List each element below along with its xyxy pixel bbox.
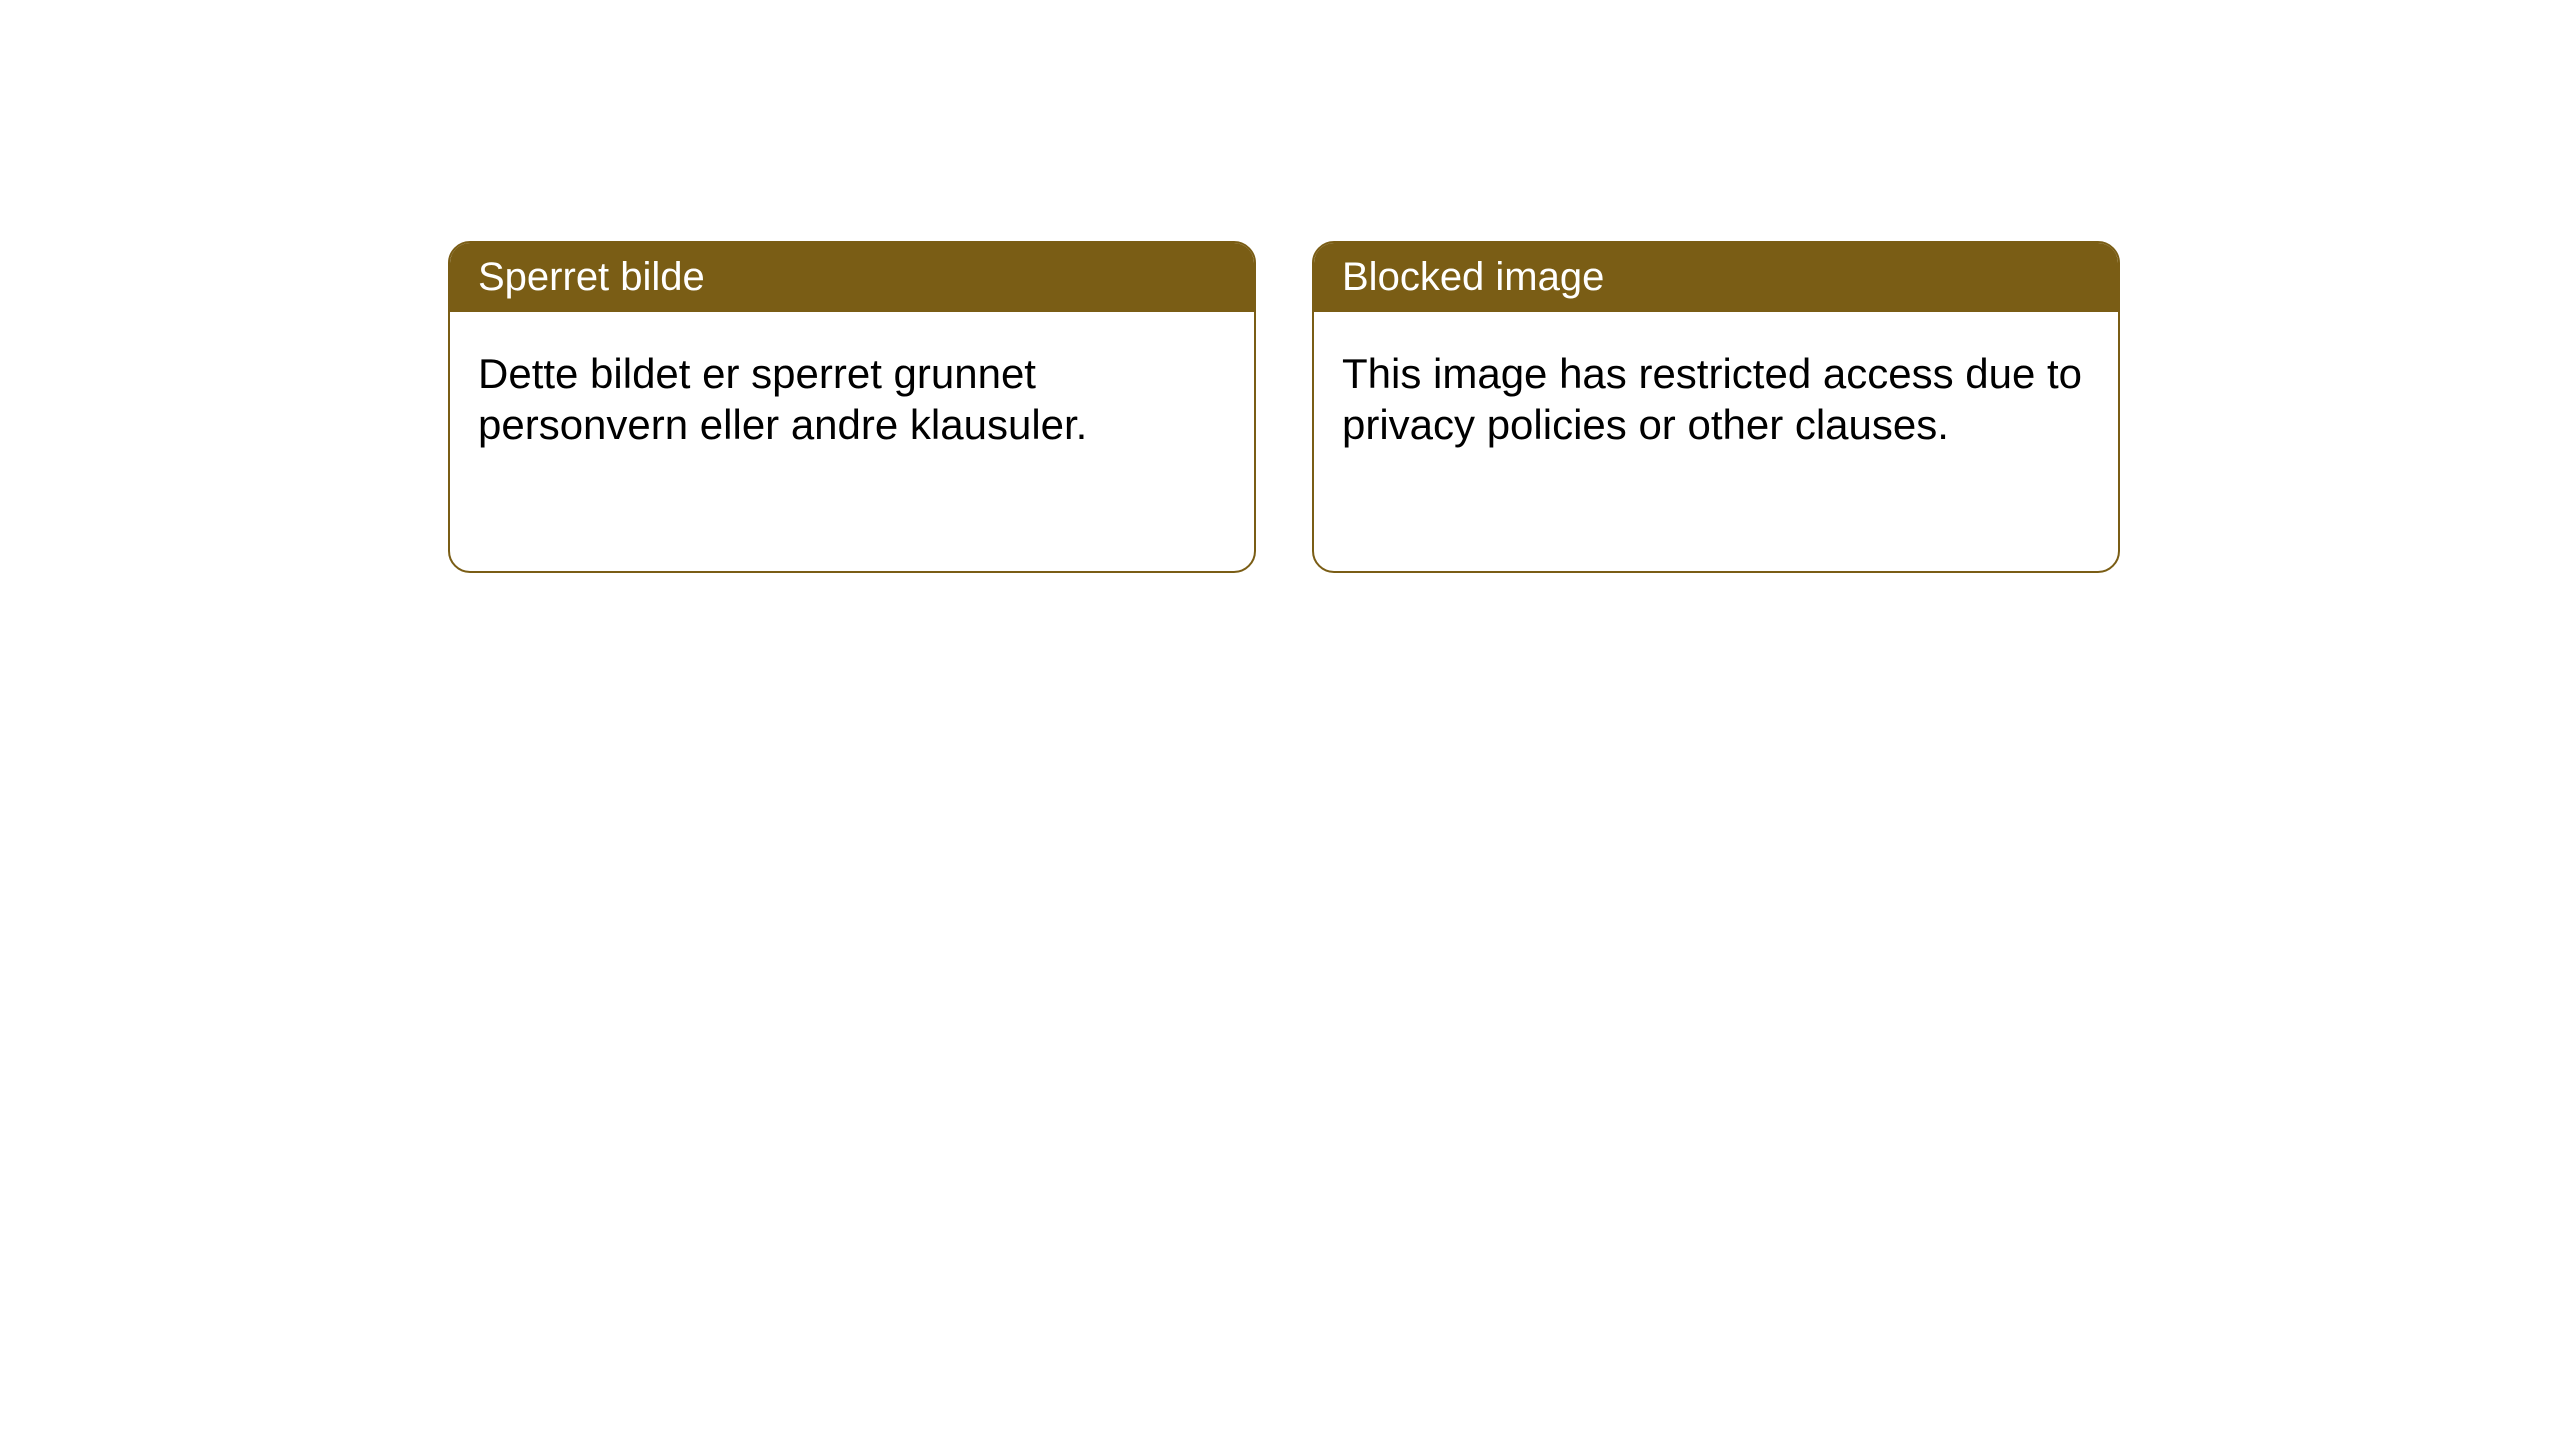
card-body-text: This image has restricted access due to … bbox=[1342, 350, 2082, 448]
card-body: This image has restricted access due to … bbox=[1314, 312, 2118, 486]
card-header: Blocked image bbox=[1314, 243, 2118, 312]
card-title: Blocked image bbox=[1342, 255, 1604, 299]
blocked-image-card-no: Sperret bilde Dette bildet er sperret gr… bbox=[448, 241, 1256, 573]
card-header: Sperret bilde bbox=[450, 243, 1254, 312]
card-body-text: Dette bildet er sperret grunnet personve… bbox=[478, 350, 1087, 448]
card-title: Sperret bilde bbox=[478, 255, 705, 299]
card-body: Dette bildet er sperret grunnet personve… bbox=[450, 312, 1254, 486]
cards-container: Sperret bilde Dette bildet er sperret gr… bbox=[0, 0, 2560, 573]
blocked-image-card-en: Blocked image This image has restricted … bbox=[1312, 241, 2120, 573]
